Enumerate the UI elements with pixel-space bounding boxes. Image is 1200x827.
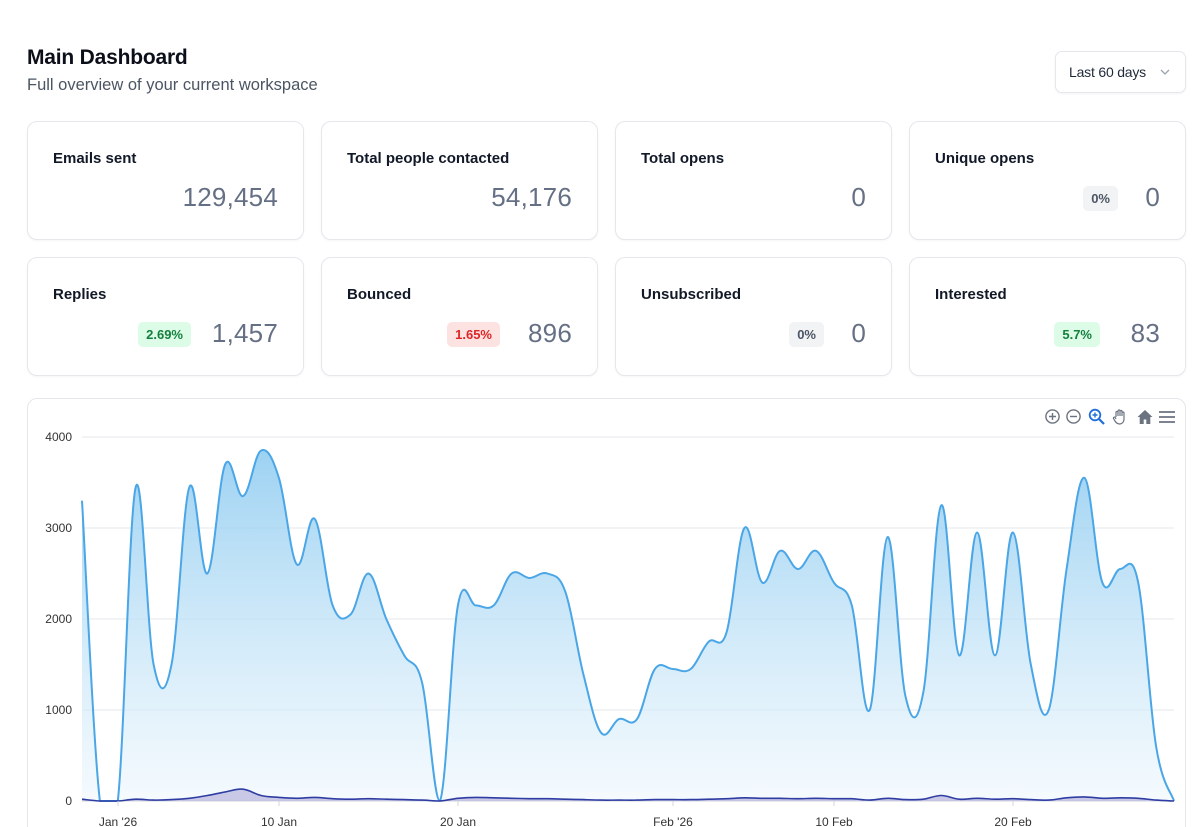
stat-value: 83: [1130, 318, 1160, 348]
x-tick-label: Jan '26: [99, 815, 138, 827]
page-title: Main Dashboard: [27, 46, 188, 69]
stat-percent-badge: 1.65%: [447, 322, 500, 347]
x-tick-label: 20 Feb: [994, 815, 1032, 827]
stat-percent-badge: 0%: [789, 322, 824, 347]
series-line-0: [81, 449, 1175, 803]
stat-value: 0: [851, 318, 866, 348]
y-tick-label: 0: [65, 794, 72, 808]
stat-card-total-opens: Total opens 0: [615, 121, 892, 240]
stat-value: 0: [851, 182, 866, 212]
page-header: Main Dashboard Full overview of your cur…: [27, 46, 318, 95]
stat-card-interested: Interested 5.7% 83: [909, 257, 1186, 376]
stat-value: 896: [528, 318, 572, 348]
stat-value: 1,457: [211, 318, 278, 348]
stat-card-bounced: Bounced 1.65% 896: [321, 257, 598, 376]
series-area-1: [82, 789, 1174, 801]
stat-label: Interested: [935, 286, 1007, 303]
reset-home-icon[interactable]: [1136, 408, 1154, 431]
x-tick-label: 10 Jan: [261, 815, 297, 827]
chevron-down-icon: [1160, 69, 1170, 75]
stat-card-emails-sent: Emails sent 129,454: [27, 121, 304, 240]
stat-label: Total people contacted: [347, 150, 510, 167]
stat-percent-badge: 5.7%: [1054, 322, 1100, 347]
stat-label: Unique opens: [935, 150, 1035, 167]
series-line-1: [81, 788, 1175, 802]
x-tick-label: 10 Feb: [815, 815, 853, 827]
y-tick-label: 2000: [45, 612, 72, 626]
stat-value: 0: [1145, 182, 1160, 212]
menu-icon[interactable]: [1158, 408, 1176, 431]
stat-card-unique-opens: Unique opens 0% 0: [909, 121, 1186, 240]
stat-label: Total opens: [641, 150, 725, 167]
stat-percent-badge: 0%: [1083, 186, 1118, 211]
stat-label: Emails sent: [53, 150, 137, 167]
series-area-0: [82, 450, 1174, 801]
stat-label: Replies: [53, 286, 107, 303]
stat-value: 54,176: [491, 182, 572, 212]
y-tick-label: 1000: [45, 703, 72, 717]
stat-percent-badge: 2.69%: [138, 322, 191, 347]
stat-card-unsubscribed: Unsubscribed 0% 0: [615, 257, 892, 376]
stat-label: Unsubscribed: [641, 286, 742, 303]
stat-label: Bounced: [347, 286, 412, 303]
zoom-in-icon[interactable]: [1044, 408, 1061, 430]
pan-hand-icon[interactable]: [1111, 408, 1129, 431]
zoom-out-icon[interactable]: [1065, 408, 1082, 430]
date-range-value: Last 60 days: [1069, 64, 1146, 80]
x-tick-label: 20 Jan: [440, 815, 476, 827]
date-range-select[interactable]: Last 60 days: [1055, 51, 1186, 93]
page-subtitle: Full overview of your current workspace: [27, 76, 318, 94]
y-tick-label: 4000: [45, 430, 72, 444]
stat-value: 129,454: [182, 182, 278, 212]
y-tick-label: 3000: [45, 521, 72, 535]
x-tick-label: Feb '26: [653, 815, 693, 827]
stat-card-replies: Replies 2.69% 1,457: [27, 257, 304, 376]
stat-card-people-contacted: Total people contacted 54,176: [321, 121, 598, 240]
selection-zoom-icon[interactable]: [1088, 408, 1106, 431]
